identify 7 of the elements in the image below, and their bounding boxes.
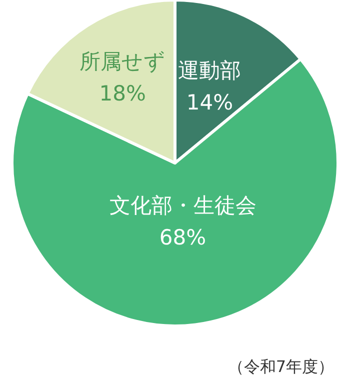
text: （令和7年度）	[228, 357, 334, 376]
data-label: 68%	[159, 225, 206, 250]
data-label: 18%	[99, 81, 146, 106]
slice-label: 運動部	[178, 58, 242, 82]
slice-label: 文化部・生徒会	[109, 193, 256, 218]
slice-label: 所属せず	[80, 49, 166, 74]
data-label: 14%	[186, 90, 234, 114]
